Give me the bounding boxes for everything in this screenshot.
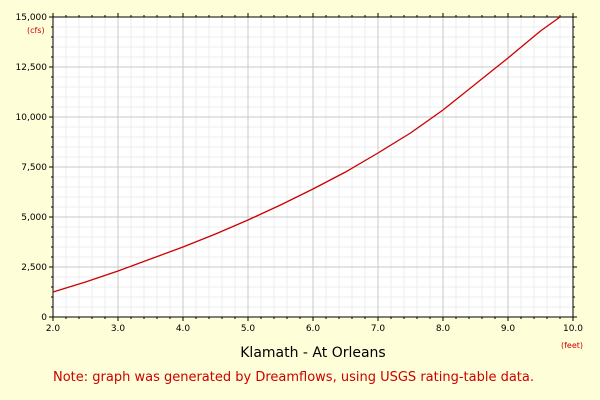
y-tick-label: 12,500 — [16, 63, 48, 73]
x-tick-label: 8.0 — [436, 324, 451, 334]
y-tick-label: 15,000 — [16, 13, 48, 23]
y-tick-label: 10,000 — [16, 113, 48, 123]
x-tick-label: 5.0 — [241, 324, 256, 334]
y-tick-label: 7,500 — [21, 163, 47, 173]
y-tick-label: 2,500 — [21, 263, 47, 273]
chart-note: Note: graph was generated by Dreamflows,… — [53, 370, 534, 385]
x-axis-ticks: 2.0 3.0 4.0 5.0 6.0 7.0 8.0 9.0 10.0 — [46, 13, 583, 334]
y-tick-label: 5,000 — [21, 213, 47, 223]
x-tick-label: 2.0 — [46, 324, 61, 334]
y-unit-label: (cfs) — [27, 26, 45, 35]
x-tick-label: 10.0 — [563, 324, 583, 334]
y-axis-ticks: 0 2,500 5,000 7,500 10,000 12,500 15,000 — [16, 13, 577, 323]
x-tick-label: 3.0 — [111, 324, 126, 334]
x-tick-label: 4.0 — [176, 324, 191, 334]
series-line — [52, 16, 561, 293]
x-tick-label: 6.0 — [306, 324, 321, 334]
x-unit-label: (feet) — [561, 341, 583, 350]
series-layer — [52, 16, 561, 293]
x-tick-label: 9.0 — [501, 324, 516, 334]
chart-title: Klamath - At Orleans — [240, 345, 385, 361]
x-tick-label: 7.0 — [371, 324, 386, 334]
y-tick-label: 0 — [41, 313, 47, 323]
